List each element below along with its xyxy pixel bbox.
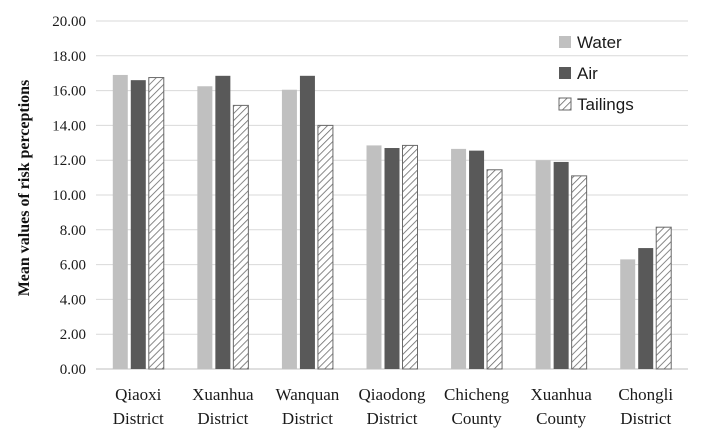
x-category-label: Qiaodong District [358, 385, 426, 428]
bar-tailings [486, 169, 503, 370]
bar-air [299, 75, 315, 369]
y-tick-label: 8.00 [60, 223, 86, 239]
bar-water [366, 145, 382, 369]
bar-water [112, 74, 128, 369]
x-category-label: Xuanhua County [530, 385, 592, 428]
y-tick-label: 0.00 [60, 362, 86, 378]
bar-water [281, 89, 297, 369]
bars [112, 74, 672, 370]
y-tick-label: 2.00 [60, 327, 86, 343]
y-tick-label: 4.00 [60, 292, 86, 308]
legend-label-tailings: Tailings [577, 95, 634, 114]
legend-swatch-air [559, 67, 571, 79]
bar-air [553, 161, 569, 369]
y-tick-label: 6.00 [60, 258, 86, 274]
y-axis-ticks: 0.00 2.00 4.00 6.00 8.00 10.00 12.00 14.00 16.00… [52, 14, 86, 378]
bar-tailings [317, 124, 334, 370]
x-category-label: Qiaoxi District [113, 385, 164, 428]
bar-air [215, 75, 231, 369]
y-tick-label: 10.00 [52, 188, 86, 204]
bar-air [130, 80, 146, 369]
bar-water [451, 148, 467, 369]
y-tick-label: 14.00 [52, 118, 86, 134]
legend-label-air: Air [577, 64, 598, 83]
legend: Water Air Tailings [558, 33, 634, 114]
bar-air [469, 150, 485, 369]
legend-swatch-water [559, 36, 571, 48]
x-category-label: Chongli District [618, 385, 673, 428]
y-tick-label: 18.00 [52, 49, 86, 65]
bar-air [638, 248, 654, 369]
x-category-label: Xuanhua District [192, 385, 254, 428]
bar-tailings [402, 144, 418, 370]
x-category-label: Chicheng County [444, 385, 510, 428]
legend-swatch-tailings [558, 97, 572, 111]
bar-tailings [148, 77, 165, 370]
bar-water [620, 259, 636, 369]
bar-water [197, 86, 213, 369]
y-tick-label: 12.00 [52, 153, 86, 169]
y-axis-title: Mean values of risk perceptions [16, 80, 33, 297]
x-axis-labels: Qiaoxi District Xuanhua District Wanquan Dist… [113, 385, 674, 428]
bar-tailings [571, 175, 588, 370]
bar-water [535, 160, 551, 369]
bar-tailings [232, 104, 249, 370]
bar-tailings [655, 226, 672, 370]
legend-label-water: Water [577, 33, 622, 52]
y-tick-label: 16.00 [52, 84, 86, 100]
bar-air [384, 148, 400, 369]
x-category-label: Wanquan District [276, 385, 340, 428]
y-tick-label: 20.00 [52, 14, 86, 30]
